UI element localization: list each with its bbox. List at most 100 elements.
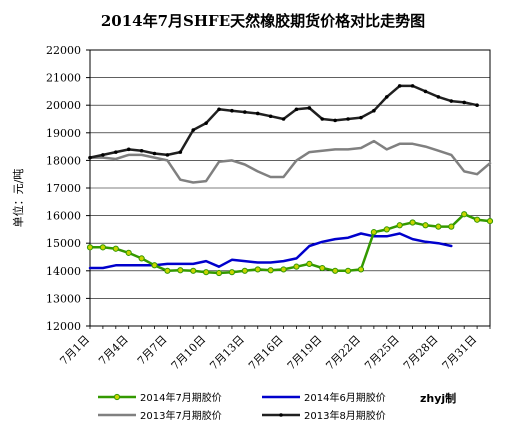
series-point — [139, 148, 144, 153]
series-point — [486, 218, 494, 225]
series-point — [281, 117, 286, 121]
series-point — [215, 269, 223, 277]
y-tick-label: 17000 — [46, 182, 81, 195]
y-tick-label: 14000 — [46, 265, 81, 278]
y-axis: 12000 13000 14000 15000 16000 17000 18000 19000… — [46, 44, 90, 333]
series-point — [306, 260, 313, 267]
legend-label: 2014年7月期胶价 — [140, 391, 222, 404]
series-point — [333, 118, 337, 123]
x-tick-label: 7月7日 — [135, 333, 170, 368]
series-point — [359, 115, 363, 120]
series-point — [152, 151, 157, 156]
series-point — [241, 267, 248, 274]
series-point — [203, 269, 210, 276]
y-tick-label: 19000 — [46, 127, 81, 140]
series-point — [320, 117, 325, 121]
series-point — [86, 244, 94, 251]
legend-marker — [279, 413, 283, 417]
x-tick-label: 7月22日 — [323, 333, 363, 373]
series-line-0 — [88, 212, 492, 275]
series-group — [86, 84, 494, 277]
y-tick-label: 22000 — [46, 44, 81, 57]
chart-credit: zhyj制 — [420, 391, 456, 405]
series-point — [383, 226, 390, 233]
series-point — [332, 267, 339, 274]
series-point — [436, 95, 441, 99]
series-point — [461, 211, 468, 218]
series-point — [462, 100, 466, 105]
x-tick-label: 7月13日 — [207, 333, 247, 373]
series-point — [267, 267, 274, 274]
series-point — [138, 255, 145, 262]
series-point — [293, 263, 300, 270]
x-tick-label: 7月4日 — [96, 333, 131, 368]
series-point — [164, 267, 171, 274]
series-point — [409, 219, 416, 226]
x-tick-label: 7月31日 — [440, 333, 480, 373]
x-tick-label: 7月16日 — [246, 333, 286, 373]
series-point — [280, 266, 287, 273]
x-tick-label: 7月1日 — [57, 333, 92, 368]
series-line-2 — [88, 139, 492, 184]
series-line-1 — [88, 232, 453, 270]
series-point — [448, 223, 455, 230]
series-line-3 — [88, 84, 479, 159]
grid-lines — [90, 77, 490, 299]
series-point — [126, 147, 131, 152]
series-point — [422, 222, 429, 229]
series-point — [397, 84, 402, 88]
legend-label: 2013年7月期胶价 — [140, 409, 222, 422]
series-point — [423, 89, 428, 94]
y-tick-label: 20000 — [46, 99, 81, 112]
series-point — [307, 106, 312, 110]
chart-title: 2014年7月SHFE天然橡胶期货价格对比走势图 — [101, 12, 425, 30]
series-point — [370, 229, 377, 236]
series-point — [114, 150, 118, 154]
y-tick-label: 13000 — [46, 292, 81, 305]
y-axis-label: 单位：元/吨 — [11, 169, 25, 228]
series-point — [473, 216, 481, 223]
series-point — [475, 103, 479, 107]
series-point — [112, 245, 119, 252]
x-tick-label: 7月25日 — [362, 333, 402, 373]
series-point — [190, 267, 197, 274]
series-point — [243, 110, 247, 114]
series-point — [346, 117, 350, 121]
series-point — [357, 266, 365, 273]
series-point — [410, 84, 415, 88]
y-tick-label: 21000 — [46, 72, 81, 85]
series-point — [435, 223, 442, 230]
series-point — [319, 264, 326, 272]
series-point — [101, 153, 105, 157]
y-tick-label: 16000 — [46, 210, 81, 223]
x-tick-label: 7月10日 — [169, 333, 209, 373]
x-tick-label: 7月19日 — [285, 333, 325, 373]
series-point — [151, 262, 158, 269]
series-point — [88, 155, 92, 160]
series-point — [204, 121, 208, 125]
series-point — [294, 107, 299, 112]
series-point — [165, 153, 170, 157]
legend: 2014年7月期胶价 2014年6月期胶价 2013年7月期胶价 2013年8月期胶价 — [98, 391, 386, 422]
series-point — [191, 128, 196, 132]
x-axis: 7月1日 7月4日 7月7日 7月10日 7月13日 7月16日 7月19日 7月22日 7月2… — [57, 326, 491, 373]
series-point — [99, 244, 107, 251]
series-point — [254, 266, 261, 273]
series-point — [255, 111, 260, 116]
series-point — [396, 222, 403, 229]
series-point — [384, 95, 389, 99]
x-tick-label: 7月28日 — [401, 333, 441, 373]
y-tick-label: 15000 — [46, 237, 81, 250]
legend-label: 2014年6月期胶价 — [304, 391, 386, 404]
legend-label: 2013年8月期胶价 — [304, 409, 386, 422]
series-point — [268, 114, 273, 119]
series-point — [177, 267, 184, 274]
series-point — [217, 107, 221, 112]
series-point — [344, 267, 352, 274]
series-point — [228, 269, 236, 276]
series-point — [372, 108, 376, 113]
series-point — [230, 108, 234, 113]
legend-marker — [113, 393, 121, 401]
y-tick-label: 12000 — [46, 320, 81, 333]
